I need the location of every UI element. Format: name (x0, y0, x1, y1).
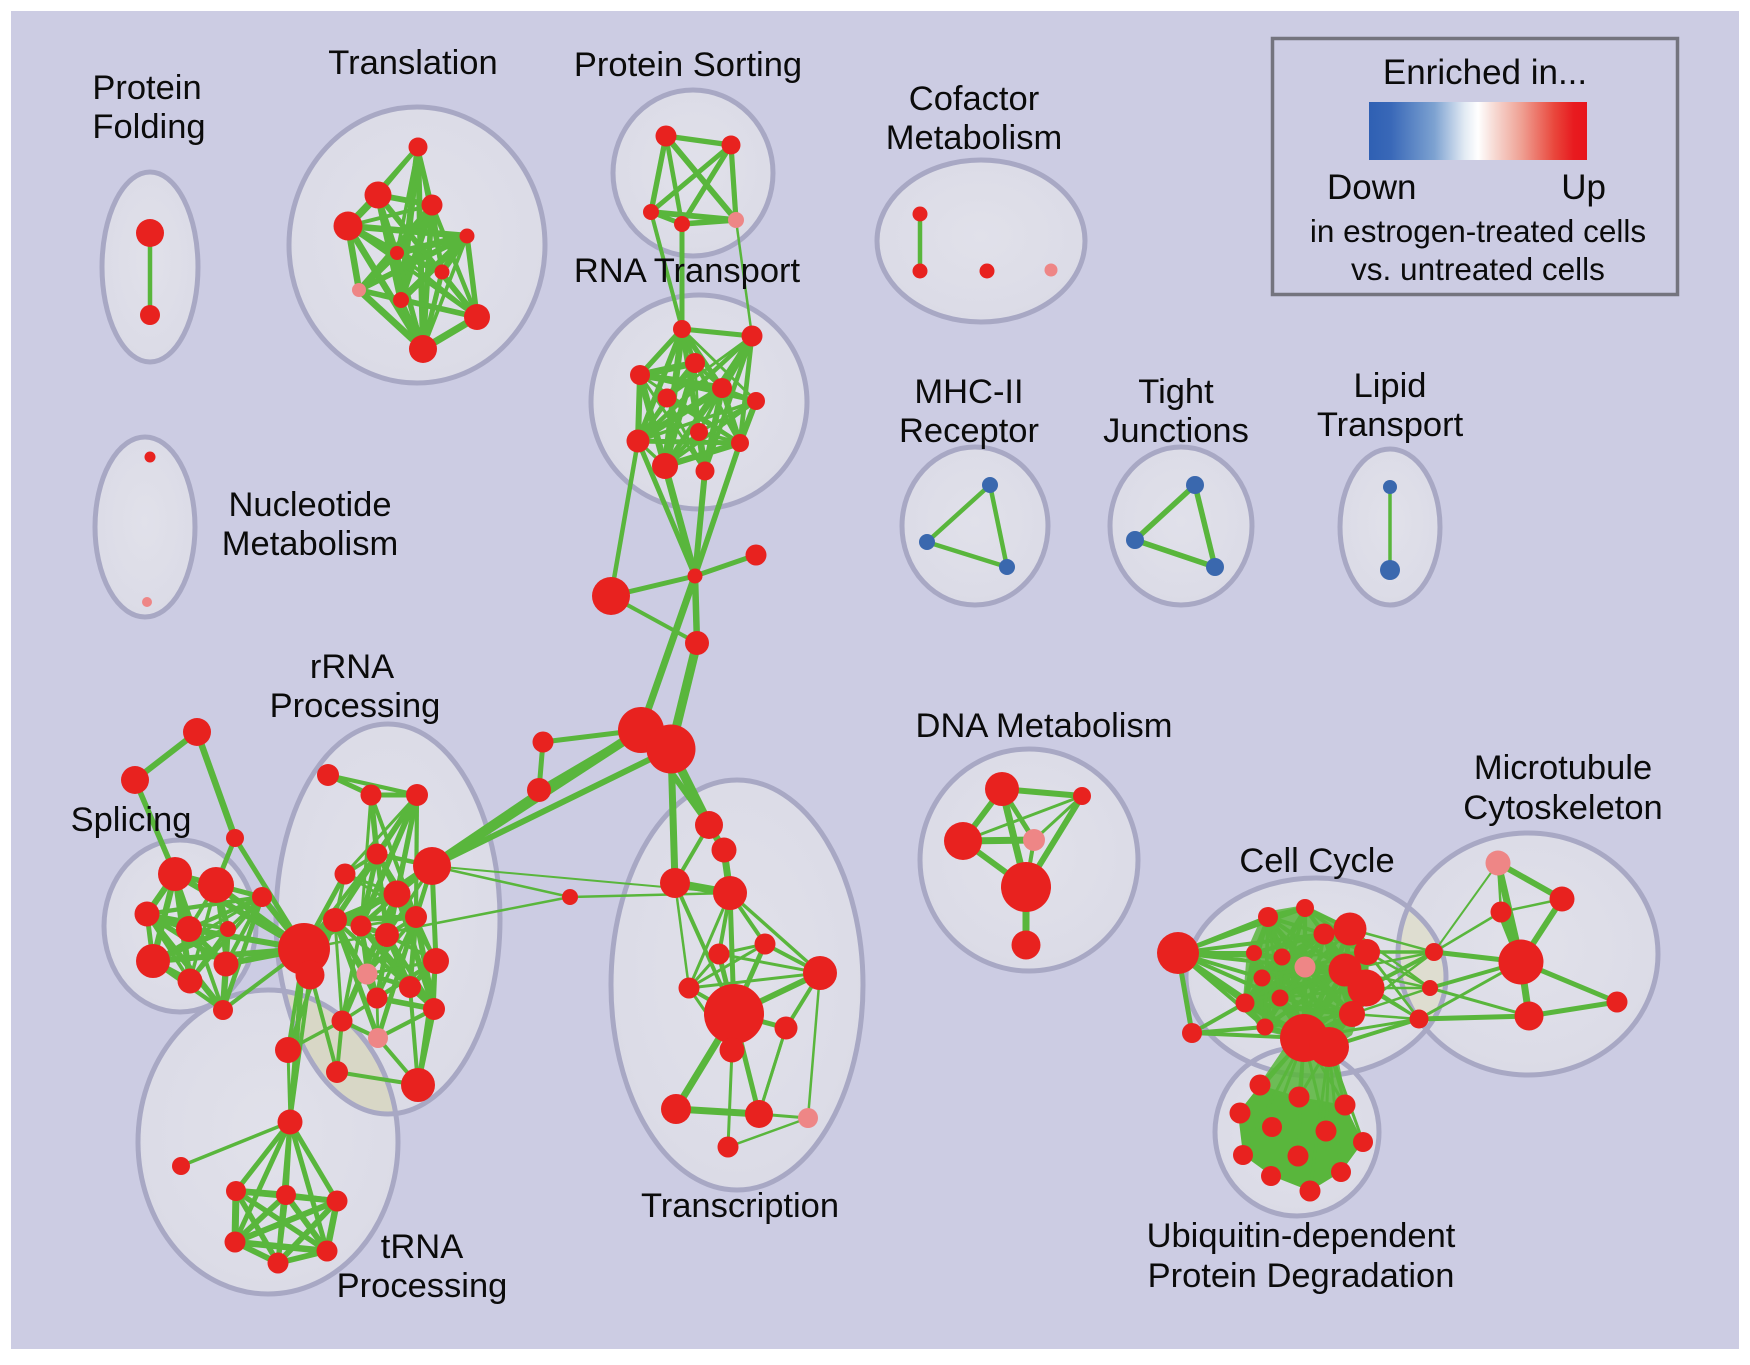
svg-text:Protein: Protein (92, 69, 201, 107)
svg-text:Translation: Translation (328, 44, 497, 82)
svg-text:Splicing: Splicing (71, 801, 192, 839)
svg-text:Down: Down (1327, 168, 1416, 207)
svg-text:vs. untreated cells: vs. untreated cells (1351, 251, 1605, 287)
svg-text:Receptor: Receptor (899, 412, 1039, 450)
svg-text:Microtubule: Microtubule (1474, 749, 1652, 787)
svg-text:Protein Degradation: Protein Degradation (1148, 1257, 1455, 1295)
svg-text:Cofactor: Cofactor (909, 80, 1039, 118)
svg-text:Metabolism: Metabolism (222, 525, 398, 563)
svg-text:Junctions: Junctions (1103, 412, 1249, 450)
svg-text:Folding: Folding (92, 108, 205, 146)
svg-text:rRNA: rRNA (310, 648, 394, 686)
svg-text:Transport: Transport (1317, 406, 1464, 444)
svg-text:Nucleotide: Nucleotide (228, 486, 391, 524)
svg-text:Metabolism: Metabolism (886, 119, 1062, 157)
svg-text:Cell Cycle: Cell Cycle (1239, 842, 1394, 880)
svg-text:MHC-II: MHC-II (914, 373, 1023, 411)
svg-text:Processing: Processing (337, 1267, 508, 1305)
svg-text:Enriched in...: Enriched in... (1383, 53, 1587, 92)
svg-text:Protein Sorting: Protein Sorting (574, 46, 802, 84)
svg-text:Transcription: Transcription (641, 1187, 839, 1225)
svg-text:Cytoskeleton: Cytoskeleton (1463, 789, 1662, 827)
svg-text:RNA Transport: RNA Transport (574, 252, 801, 290)
svg-text:Up: Up (1561, 168, 1606, 207)
svg-text:Tight: Tight (1138, 373, 1214, 411)
svg-text:Lipid: Lipid (1354, 367, 1427, 405)
svg-text:DNA Metabolism: DNA Metabolism (916, 707, 1173, 745)
svg-text:in estrogen-treated cells: in estrogen-treated cells (1310, 213, 1646, 249)
svg-text:Processing: Processing (270, 687, 441, 725)
svg-text:Ubiquitin-dependent: Ubiquitin-dependent (1147, 1217, 1456, 1255)
svg-text:tRNA: tRNA (381, 1228, 463, 1266)
